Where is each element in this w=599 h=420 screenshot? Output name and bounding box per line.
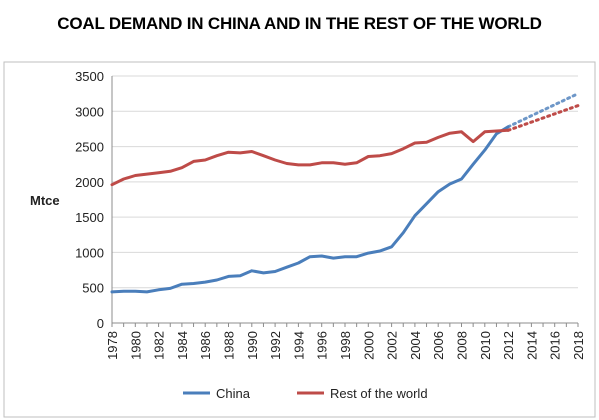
series-line-rest-of-world	[110, 128, 510, 187]
chart-title: COAL DEMAND IN CHINA AND IN THE REST OF …	[57, 14, 542, 33]
x-tick-label: 1984	[175, 331, 190, 360]
y-tick-label: 1500	[75, 210, 104, 225]
series-lines	[110, 92, 580, 294]
x-tick-label: 1996	[315, 331, 330, 360]
x-tick-label: 2014	[524, 331, 539, 360]
chart-border	[3, 61, 596, 418]
y-tick-label: 2500	[75, 140, 104, 155]
x-tick-label: 1980	[128, 331, 143, 360]
x-tick-label: 1982	[152, 331, 167, 360]
y-tick-label: 500	[82, 281, 104, 296]
x-tick-label: 1990	[245, 331, 260, 360]
y-tick-label: 3500	[75, 69, 104, 84]
legend-label: Rest of the world	[330, 386, 428, 401]
x-tick-label: 2000	[361, 331, 376, 360]
y-tick-label: 1000	[75, 245, 104, 260]
x-tick-label: 2004	[408, 331, 423, 360]
x-tick-label: 1992	[268, 331, 283, 360]
y-tick-label: 2000	[75, 175, 104, 190]
gridlines	[112, 75, 578, 289]
axes	[3, 61, 596, 418]
projection-line-china	[506, 92, 580, 129]
x-tick-label: 2002	[385, 331, 400, 360]
x-tick-label: 1986	[198, 331, 213, 360]
x-tick-label: 2012	[501, 331, 516, 360]
series-line-china	[110, 125, 510, 294]
x-tick-label: 2006	[431, 331, 446, 360]
x-tick-label: 1988	[222, 331, 237, 360]
y-axis-label: Mtce	[30, 193, 60, 208]
x-tick-label: 1978	[105, 331, 120, 360]
y-tick-labels: 0 500 1000 1500 2000 2500 3000 3500	[75, 69, 104, 331]
x-tick-labels: 1978 1980 1982 1984 1986 1988 1990 1992 1994 1996…	[105, 331, 586, 360]
x-tick-label: 1994	[291, 331, 306, 360]
x-tick-label: 2008	[455, 331, 470, 360]
x-tick-label: 2016	[548, 331, 563, 360]
x-tick-label: 2010	[478, 331, 493, 360]
x-tick-label: 1998	[338, 331, 353, 360]
x-tick-label: 2018	[571, 331, 586, 360]
legend-label: China	[216, 386, 251, 401]
legend: China Rest of the world	[183, 386, 428, 401]
projection-line-rest-of-world	[506, 104, 580, 132]
y-tick-label: 3000	[75, 104, 104, 119]
y-tick-label: 0	[97, 316, 104, 331]
